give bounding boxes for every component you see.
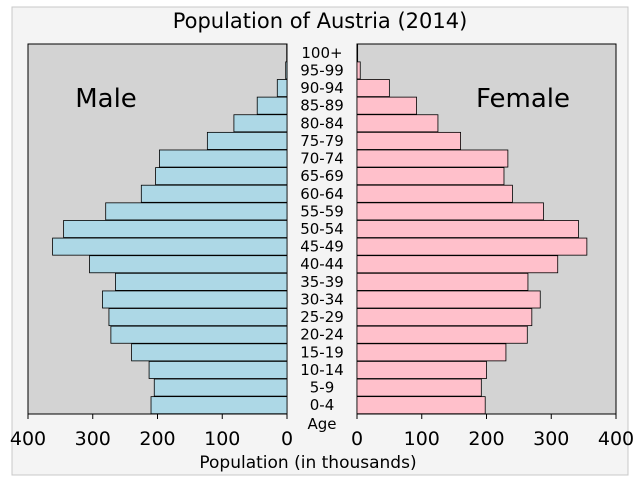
female-bar-75-79 xyxy=(356,131,461,150)
age-label-55-59: 55-59 xyxy=(300,202,344,220)
male-bar-25-29 xyxy=(108,308,288,327)
age-labels: 0-45-910-1415-1920-2425-2930-3435-3940-4… xyxy=(300,44,344,414)
male-bar-15-19 xyxy=(131,343,288,362)
age-label-70-74: 70-74 xyxy=(300,150,344,168)
male-bar-45-49 xyxy=(52,237,288,256)
male-bar-65-69 xyxy=(155,167,288,186)
male-bar-60-64 xyxy=(140,184,288,203)
female-tick-label: 400 xyxy=(598,428,634,450)
male-bars xyxy=(52,43,288,415)
female-bar-95-99 xyxy=(356,61,361,80)
female-bar-30-34 xyxy=(356,290,541,309)
age-label-5-9: 5-9 xyxy=(310,379,335,397)
age-label-60-64: 60-64 xyxy=(300,185,344,203)
female-tick-label: 0 xyxy=(351,428,363,450)
female-bar-65-69 xyxy=(356,167,505,186)
female-tick-label: 100 xyxy=(404,428,440,450)
male-bar-5-9 xyxy=(153,378,288,397)
male-tick-label: 200 xyxy=(139,428,175,450)
x-axis-title: Population (in thousands) xyxy=(199,453,416,473)
age-label-85-89: 85-89 xyxy=(300,97,344,115)
female-bar-20-24 xyxy=(356,325,528,344)
age-label-40-44: 40-44 xyxy=(300,255,344,273)
male-bar-95-99 xyxy=(285,61,288,80)
male-bar-85-89 xyxy=(256,96,288,115)
age-label-75-79: 75-79 xyxy=(300,132,344,150)
female-bar-50-54 xyxy=(356,220,579,238)
female-tick-label: 200 xyxy=(468,428,504,450)
age-label-35-39: 35-39 xyxy=(300,273,344,291)
female-tick-label: 300 xyxy=(533,428,569,450)
male-tick-label: 300 xyxy=(75,428,111,450)
male-tick-label: 0 xyxy=(281,428,293,450)
female-bar-45-49 xyxy=(356,237,588,256)
male-bar-20-24 xyxy=(110,325,288,344)
female-bar-0-4 xyxy=(356,396,486,415)
chart-title: Population of Austria (2014) xyxy=(173,9,468,33)
male-tick-label: 400 xyxy=(10,428,46,450)
age-label-100+: 100+ xyxy=(301,44,342,62)
female-bar-90-94 xyxy=(356,79,390,97)
male-bar-55-59 xyxy=(105,202,288,221)
male-bar-30-34 xyxy=(102,290,288,309)
age-label-65-69: 65-69 xyxy=(300,167,344,185)
male-x-axis: 400 300 200 100 0 xyxy=(10,414,293,450)
age-label-90-94: 90-94 xyxy=(300,79,344,97)
female-bar-80-84 xyxy=(356,114,439,133)
age-label-20-24: 20-24 xyxy=(300,326,344,344)
male-bar-40-44 xyxy=(89,255,288,274)
female-bar-60-64 xyxy=(356,184,513,203)
age-label-30-34: 30-34 xyxy=(300,290,344,308)
female-bar-5-9 xyxy=(356,378,482,397)
male-tick-label: 100 xyxy=(204,428,240,450)
female-bar-70-74 xyxy=(356,149,509,168)
male-bar-10-14 xyxy=(148,361,288,379)
female-bar-25-29 xyxy=(356,308,533,327)
age-label-25-29: 25-29 xyxy=(300,308,344,326)
female-bar-35-39 xyxy=(356,272,529,291)
age-label-15-19: 15-19 xyxy=(300,343,344,361)
male-bar-75-79 xyxy=(206,131,288,150)
age-label-95-99: 95-99 xyxy=(300,61,344,79)
age-label-45-49: 45-49 xyxy=(300,238,344,256)
female-bar-15-19 xyxy=(356,343,507,362)
female-bars xyxy=(356,43,588,415)
male-bar-70-74 xyxy=(159,149,288,168)
male-label: Male xyxy=(75,84,137,114)
age-label-80-84: 80-84 xyxy=(300,114,344,132)
male-bar-0-4 xyxy=(150,396,288,415)
female-bar-55-59 xyxy=(356,202,544,221)
age-label-0-4: 0-4 xyxy=(310,396,335,414)
female-x-axis: 0 100 200 300 400 xyxy=(351,414,634,450)
male-bar-90-94 xyxy=(276,79,288,97)
female-bar-85-89 xyxy=(356,96,417,115)
female-bar-100+ xyxy=(356,43,359,62)
female-label: Female xyxy=(476,84,570,114)
male-bar-50-54 xyxy=(63,220,288,238)
age-label-50-54: 50-54 xyxy=(300,220,344,238)
female-bar-10-14 xyxy=(356,361,487,379)
female-bar-40-44 xyxy=(356,255,559,274)
male-bar-35-39 xyxy=(115,272,288,291)
age-axis-title: Age xyxy=(307,415,336,433)
age-label-10-14: 10-14 xyxy=(300,361,344,379)
male-bar-80-84 xyxy=(233,114,288,133)
